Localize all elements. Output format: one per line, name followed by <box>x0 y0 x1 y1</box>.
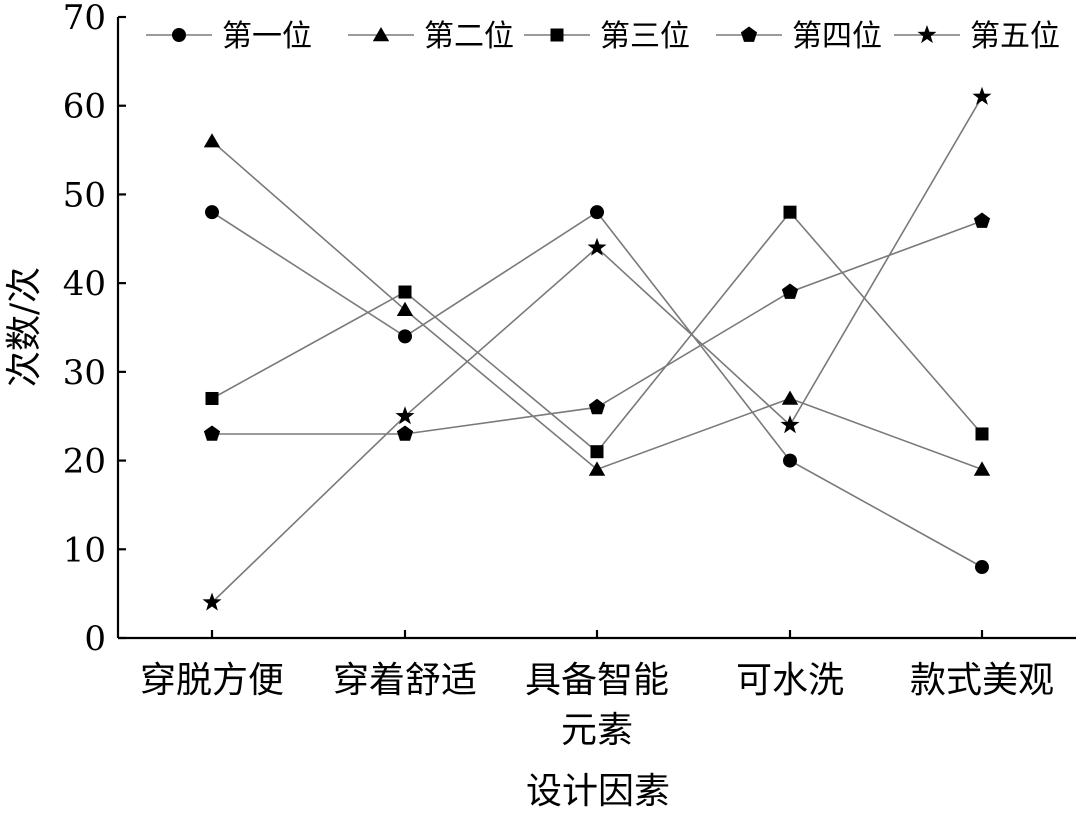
x-axis-title: 设计因素 <box>526 771 670 812</box>
data-point <box>587 237 607 256</box>
data-point <box>972 86 992 105</box>
x-tick-label: 具备智能 <box>525 660 669 701</box>
legend-marker <box>740 26 758 42</box>
data-point <box>396 425 414 441</box>
y-tick-label: 0 <box>84 619 106 659</box>
legend-marker <box>550 28 564 42</box>
legend-marker <box>917 25 937 44</box>
legend-item: 第三位 <box>524 19 690 54</box>
data-point <box>588 398 606 415</box>
legend-item: 第一位 <box>146 19 312 54</box>
series-3 <box>205 205 989 459</box>
data-point <box>780 415 800 434</box>
axes <box>116 17 1076 640</box>
y-axis-title: 次数/次 <box>4 267 45 387</box>
legend-label: 第五位 <box>970 19 1060 54</box>
y-tick-label: 10 <box>63 530 106 570</box>
series-line <box>211 96 983 604</box>
legend-item: 第二位 <box>348 19 514 54</box>
legend-label: 第一位 <box>222 19 312 54</box>
y-tick-label: 50 <box>63 175 106 215</box>
series-line <box>211 140 983 471</box>
data-point <box>396 301 414 316</box>
legend-label: 第四位 <box>792 19 882 54</box>
y-tick-label: 20 <box>63 442 106 482</box>
y-tick-label: 30 <box>63 353 106 393</box>
x-tick-label: 穿脱方便 <box>140 660 284 701</box>
data-point <box>590 205 604 220</box>
data-point <box>398 329 412 344</box>
legend: 第一位 第二位 第三位 第四位 第五位 <box>146 19 1060 54</box>
series-5 <box>202 86 992 611</box>
data-point <box>395 406 415 425</box>
data-point <box>202 592 222 611</box>
y-tick-label: 60 <box>63 87 106 127</box>
x-tick-label: 穿着舒适 <box>333 660 477 701</box>
x-tick-label: 元素 <box>561 710 633 751</box>
legend-item: 第四位 <box>716 19 882 54</box>
data-point <box>973 212 991 228</box>
data-point <box>783 453 797 468</box>
y-tick-label: 70 <box>63 0 106 38</box>
x-tick-label: 款式美观 <box>910 660 1054 701</box>
data-point <box>975 427 989 441</box>
legend-marker <box>172 28 186 42</box>
data-point <box>783 205 797 219</box>
data-point <box>205 391 219 405</box>
legend-item: 第五位 <box>894 19 1060 54</box>
data-point <box>973 461 991 476</box>
data-point <box>203 425 221 441</box>
data-point <box>203 133 221 148</box>
y-tick-label: 40 <box>63 264 106 304</box>
series-layer <box>202 86 992 611</box>
legend-marker <box>372 27 390 42</box>
series-1 <box>205 205 989 575</box>
data-point <box>205 205 219 220</box>
series-4 <box>203 212 991 441</box>
legend-label: 第二位 <box>424 19 514 54</box>
legend-label: 第三位 <box>600 19 690 54</box>
data-point <box>975 560 989 575</box>
data-point <box>398 285 412 299</box>
series-line <box>211 211 983 568</box>
data-point <box>781 390 799 405</box>
data-point <box>781 283 799 299</box>
data-point <box>590 445 604 459</box>
x-tick-label: 可水洗 <box>736 660 844 701</box>
data-point <box>588 461 606 476</box>
series-2 <box>203 133 991 476</box>
